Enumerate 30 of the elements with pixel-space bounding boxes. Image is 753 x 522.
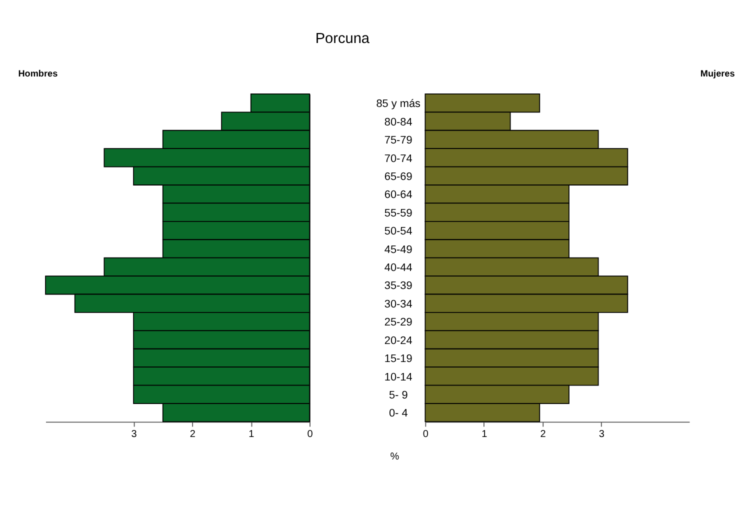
y-tick-label: 30-34	[384, 298, 412, 310]
x-tick-label: 0	[307, 428, 314, 440]
y-tick-label: 35-39	[384, 280, 412, 292]
y-tick-label: 65-69	[384, 170, 412, 183]
x-tick-label: 1	[482, 428, 488, 440]
y-tick-label: 25-29	[384, 316, 412, 329]
y-tick-label: 10-14	[384, 371, 412, 384]
x-tick-label: 1	[248, 428, 255, 440]
x-tick-label: 3	[131, 428, 138, 440]
x-tick-label: 2	[190, 428, 196, 440]
x-tick-label: 3	[598, 428, 605, 440]
y-tick-label: 0- 4	[388, 408, 408, 420]
x-tick-label: 0	[422, 428, 429, 440]
y-tick-label: 75-79	[384, 134, 412, 147]
y-tick-label: 55-59	[384, 207, 412, 220]
y-tick-label: 60-64	[384, 189, 412, 202]
text: Hombres	[18, 68, 58, 79]
x-tick-label: 2	[540, 428, 546, 440]
y-tick-label: 50-54	[384, 226, 412, 238]
y-tick-label: 5- 9	[388, 390, 408, 402]
y-tick-label: 20-24	[384, 334, 412, 347]
y-tick-label: 85 y más	[376, 98, 422, 110]
x-axis-title: %	[390, 452, 400, 463]
y-tick-label: 40-44	[384, 262, 412, 274]
y-tick-label: 70-74	[384, 152, 412, 165]
y-tick-label: 15-19	[384, 353, 412, 366]
y-tick-label: 80-84	[384, 116, 412, 128]
text: Mujeres	[700, 68, 735, 79]
y-tick-label: 45-49	[384, 244, 412, 256]
text: Porcuna	[315, 30, 370, 47]
